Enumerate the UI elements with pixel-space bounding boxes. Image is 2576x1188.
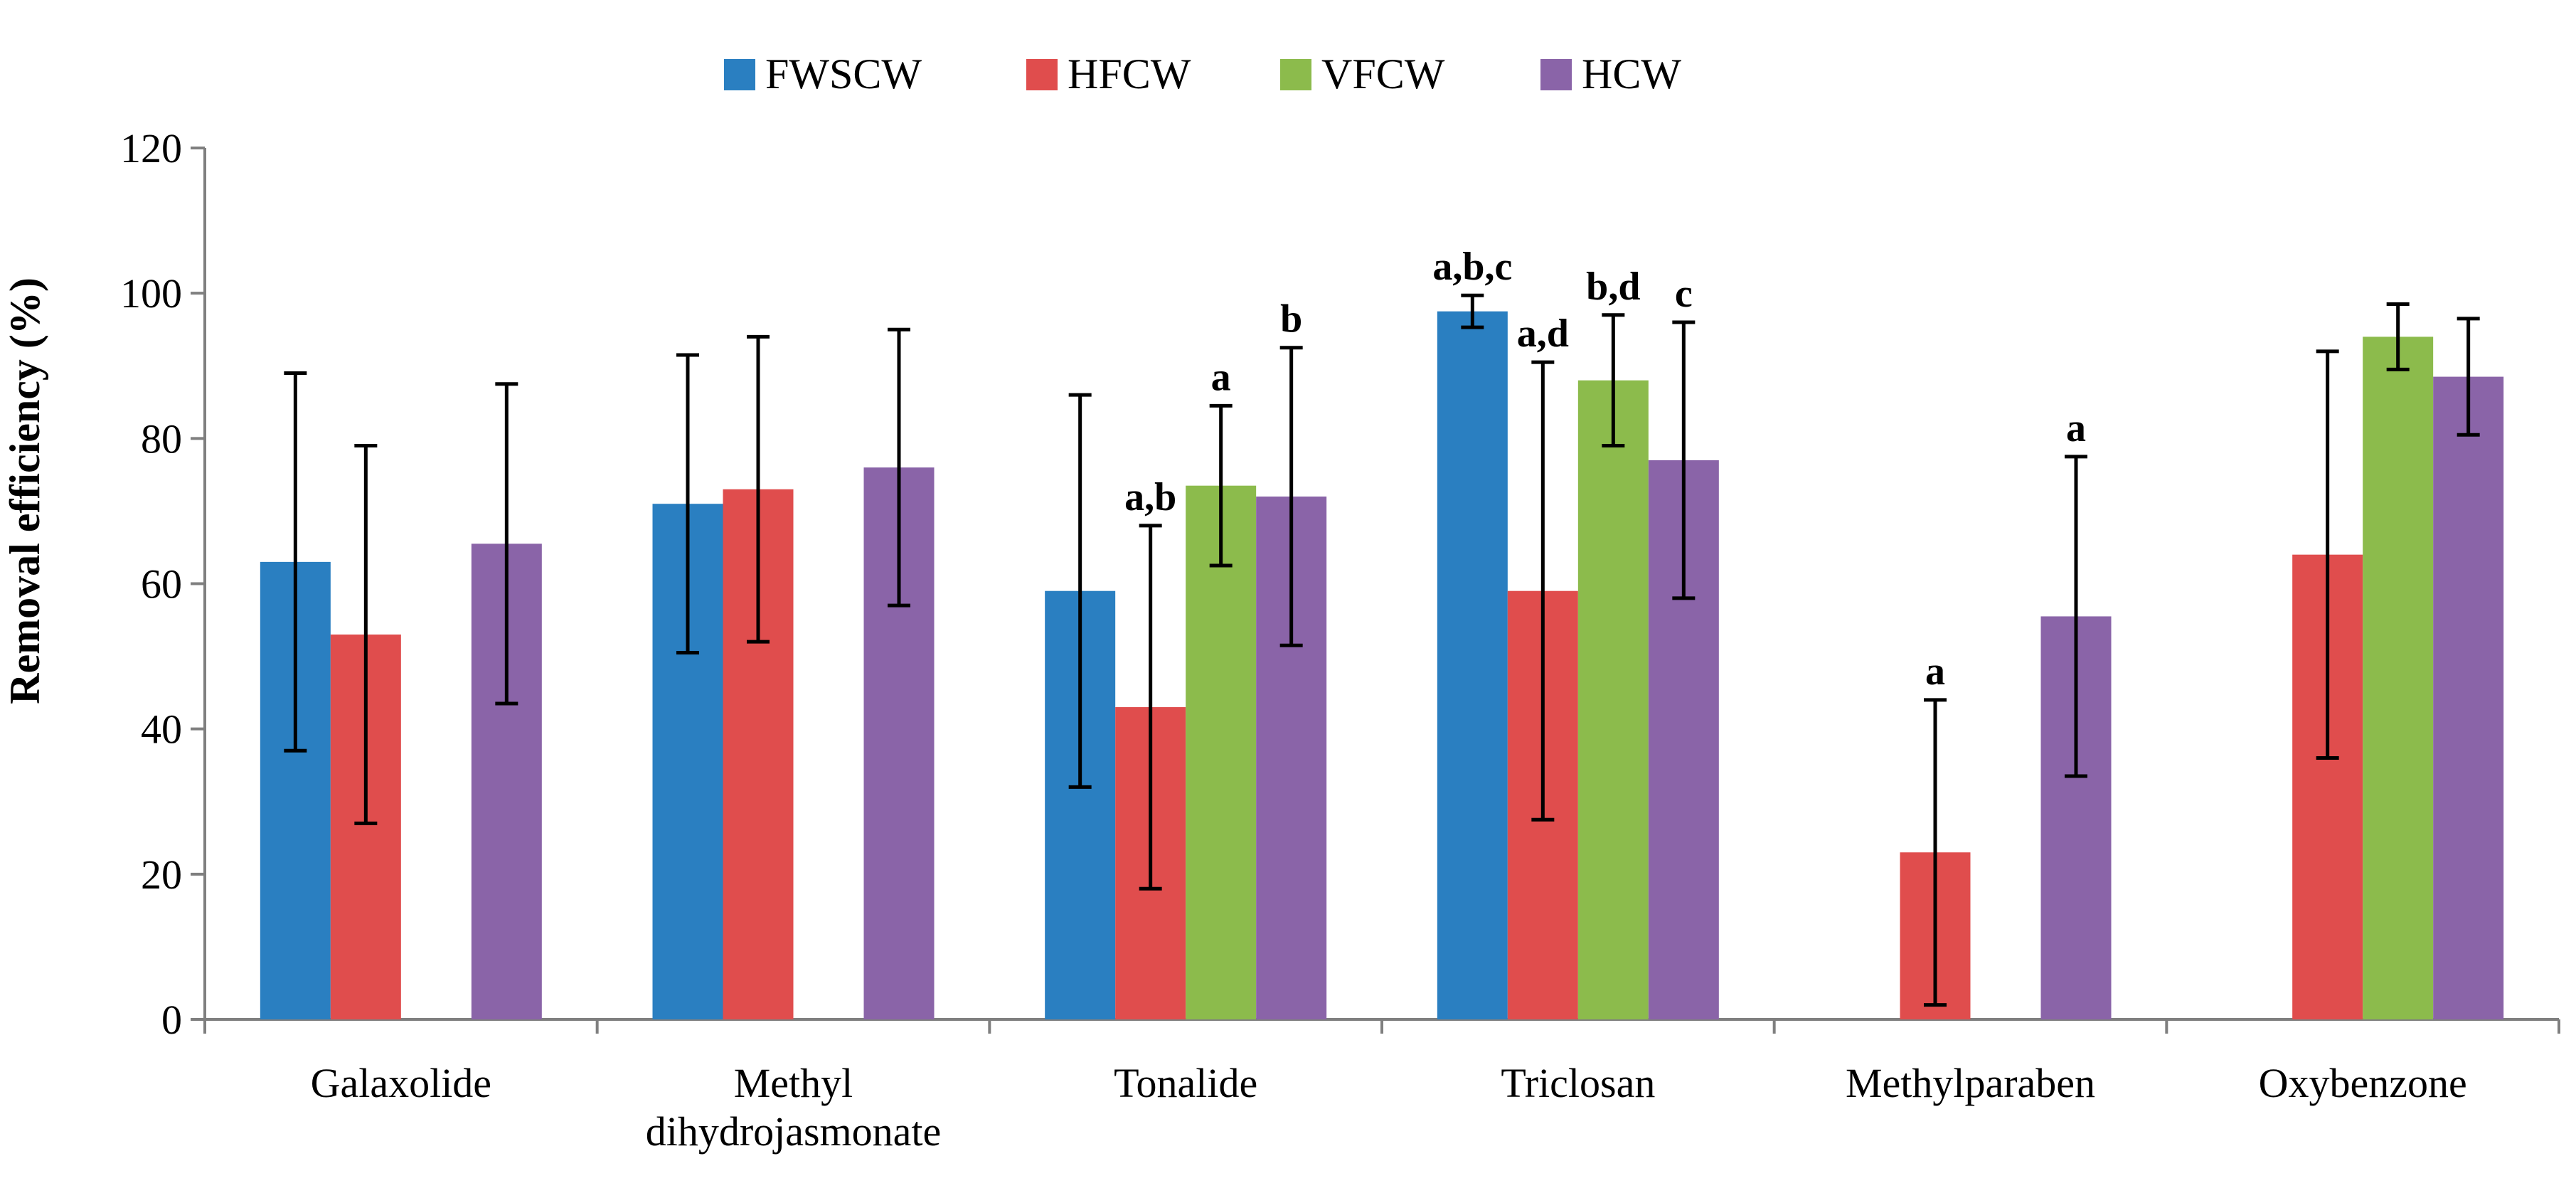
legend-label: FWSCW: [765, 51, 922, 97]
significance-label: a: [1925, 649, 1945, 694]
legend-swatch: [1026, 59, 1058, 90]
category-label: Oxybenzone: [2259, 1060, 2467, 1106]
significance-label: a: [2066, 406, 2086, 450]
y-tick-label: 100: [120, 270, 182, 317]
category-label: dihydrojasmonate: [646, 1108, 942, 1155]
y-tick-label: 60: [141, 561, 182, 608]
bar: [2433, 376, 2504, 1019]
significance-label: b,d: [1586, 265, 1640, 309]
legend-label: HFCW: [1068, 51, 1191, 97]
category-label: Methylparaben: [1846, 1060, 2095, 1106]
category-label: Methyl: [734, 1060, 853, 1106]
y-tick-label: 120: [120, 125, 182, 171]
significance-label: c: [1675, 272, 1693, 316]
plot-area: 0 20 40 60 80 100 120 Galaxolide Methyldihydroja…: [120, 125, 2560, 1155]
bar: [1186, 485, 1257, 1019]
bar: [2363, 336, 2434, 1020]
bar: [1437, 311, 1508, 1019]
significance-label: a,b,c: [1432, 245, 1512, 289]
significance-label: b: [1280, 297, 1302, 341]
y-tick-label: 20: [141, 852, 182, 898]
legend-label: VFCW: [1321, 51, 1445, 97]
legend-label: HCW: [1582, 51, 1681, 97]
category-label: Galaxolide: [311, 1060, 491, 1106]
category-label: Tonalide: [1114, 1060, 1257, 1106]
legend-swatch: [1280, 59, 1311, 90]
category-label: Triclosan: [1501, 1060, 1655, 1106]
legend: FWSCW HFCW VFCW HCW: [724, 51, 1681, 97]
significance-label: a,d: [1517, 312, 1569, 356]
y-tick-label: 40: [141, 706, 182, 753]
significance-label: a,b: [1124, 475, 1176, 519]
y-axis-title: Removal efficiency (%): [1, 277, 48, 704]
bar: [1577, 380, 1649, 1019]
legend-swatch: [1540, 59, 1572, 90]
legend-swatch: [724, 59, 755, 90]
y-tick-label: 0: [161, 997, 182, 1043]
y-tick-label: 80: [141, 415, 182, 462]
significance-label: a: [1211, 355, 1231, 399]
